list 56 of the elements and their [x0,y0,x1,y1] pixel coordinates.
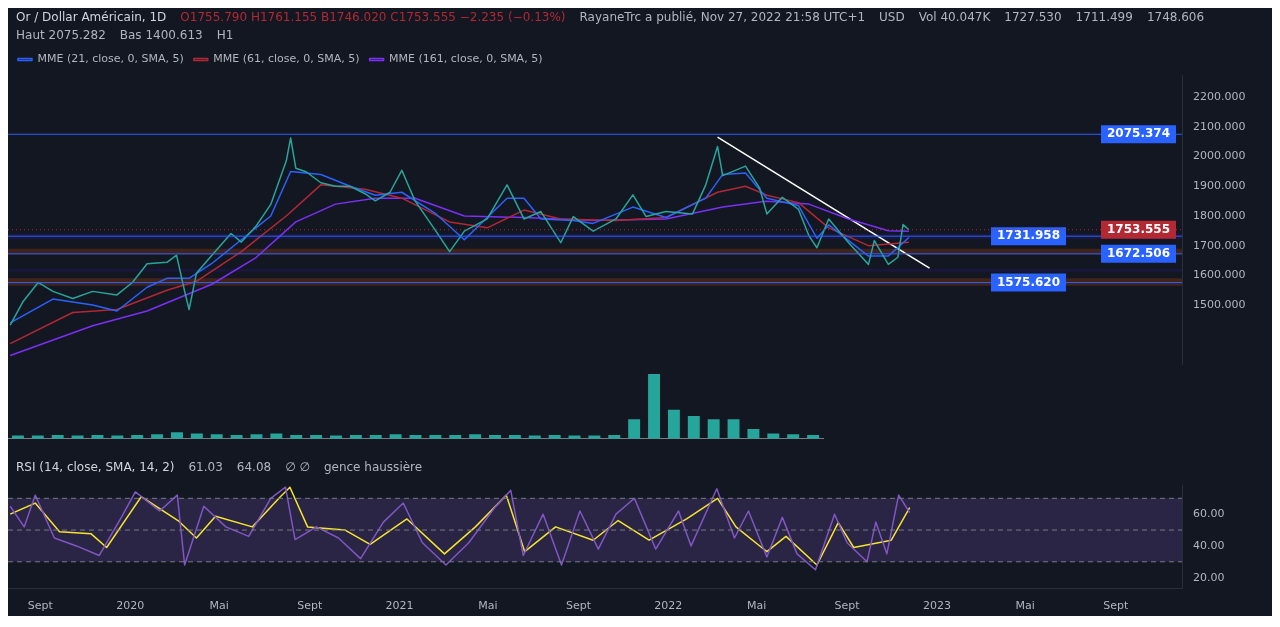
chart-title: Or / Dollar Américain, 1D [16,10,167,24]
x-tick-label: 2021 [385,599,414,613]
bar [648,374,660,439]
ref-line-label: 1731.958 [996,228,1061,243]
x-tick-label: Sept [834,599,861,613]
text: 64.08 [236,460,272,474]
y-tick-label: 1800.000 [1193,208,1246,222]
legend-label: MME (21, close, 0, SMA, 5) [37,52,184,66]
y-tick-label: 1700.000 [1193,238,1246,252]
y-tick-label: 20.00 [1193,570,1225,584]
ref-line-label: 2075.374 [1106,126,1171,141]
text: 1748.606 [1146,10,1205,24]
y-tick-label: 2200.000 [1193,90,1246,104]
x-tick-label: 2023 [922,599,951,613]
bar [667,409,680,439]
legend-label: MME (61, close, 0, SMA, 5) [213,52,360,66]
ref-line-label: 1672.506 [1106,245,1171,260]
x-tick-label: 2022 [654,599,683,613]
x-tick-label: Mai [1015,599,1035,613]
ref-line-label: 1753.555 [1106,221,1171,236]
y-tick-label: 60.00 [1193,507,1225,521]
ref-line-label: 1575.620 [996,274,1061,289]
x-tick-label: Sept [297,599,323,613]
y-tick-label: 1900.000 [1193,179,1246,193]
x-tick-label: Sept [27,599,54,613]
x-tick-label: 2020 [116,599,145,613]
x-tick-label: Mai [478,599,498,613]
x-tick-label: Sept [565,599,592,613]
text: Bas 1400.613 [119,28,203,42]
chart-subtitle: O1755.790 H1761.155 B1746.020 C1753.555 −2.235 (−0.13%) [180,10,566,24]
text: 1711.499 [1075,10,1133,24]
bar [747,429,760,439]
x-tick-label: Mai [746,599,767,613]
text: 61.03 [188,460,223,474]
text: Haut 2075.282 [16,28,106,42]
y-tick-label: 40.00 [1193,538,1225,552]
y-tick-label: 1500.000 [1193,297,1246,311]
chart-title: RSI (14, close, SMA, 14, 2) [16,460,175,474]
text: USD [879,10,905,24]
text: H1 [216,28,234,42]
bar [628,419,641,439]
text: 1727.530 [1004,10,1062,24]
bar [707,419,720,439]
bar [727,419,740,439]
y-tick-label: 1600.000 [1193,268,1246,282]
y-tick-label: 2100.000 [1193,119,1246,133]
text: Vol 40.047K [918,10,991,24]
x-tick-label: Sept [1103,599,1129,613]
text: gence haussière [323,460,423,474]
text: RayaneTrc a publié, Nov 27, 2022 21:58 UTC+1 [579,10,866,24]
text: ∅ ∅ [285,460,310,474]
bar [171,432,183,439]
bar [687,416,700,439]
x-tick-label: Mai [209,599,229,613]
legend-label: MME (161, close, 0, SMA, 5) [389,52,543,66]
y-tick-label: 2000.000 [1193,149,1246,163]
